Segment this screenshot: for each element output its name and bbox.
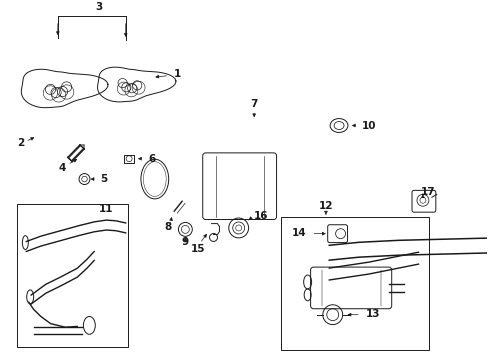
Text: 15: 15 xyxy=(191,244,205,254)
Text: 2: 2 xyxy=(17,138,24,148)
Text: 5: 5 xyxy=(100,174,107,184)
Bar xyxy=(124,155,134,163)
Text: 13: 13 xyxy=(365,309,380,319)
Text: 3: 3 xyxy=(95,2,102,12)
Text: 4: 4 xyxy=(59,163,66,173)
Text: 17: 17 xyxy=(420,187,434,197)
Text: 11: 11 xyxy=(99,204,113,214)
Text: 1: 1 xyxy=(174,69,181,79)
Text: 16: 16 xyxy=(254,211,268,221)
Bar xyxy=(17,204,128,347)
Text: 14: 14 xyxy=(291,228,306,238)
Text: 9: 9 xyxy=(182,237,188,247)
Bar xyxy=(280,216,428,350)
Text: 12: 12 xyxy=(318,201,332,211)
Text: 7: 7 xyxy=(250,99,257,109)
Text: 10: 10 xyxy=(361,121,376,131)
Text: 6: 6 xyxy=(148,154,156,164)
Text: 8: 8 xyxy=(164,221,171,231)
